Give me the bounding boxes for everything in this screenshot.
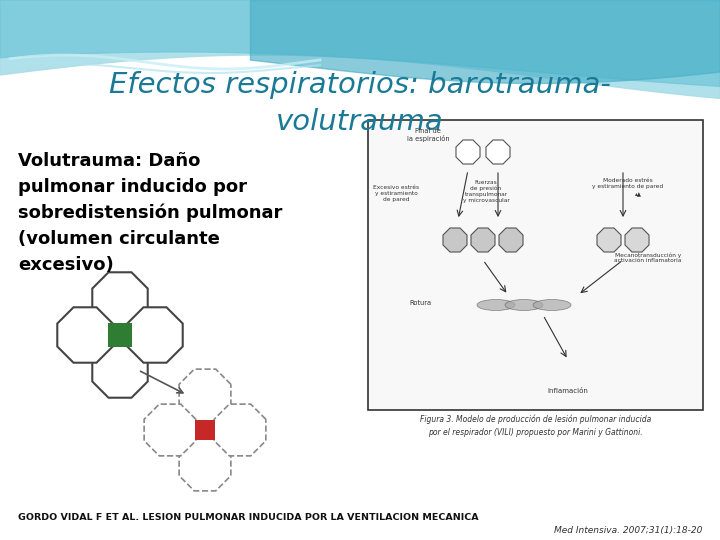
- Text: ▴▲: ▴▲: [634, 192, 642, 197]
- Ellipse shape: [533, 300, 571, 310]
- Text: Efectos respiratorios: barotrauma-: Efectos respiratorios: barotrauma-: [109, 71, 611, 99]
- Polygon shape: [214, 404, 266, 456]
- Text: Moderado estrés
y estiramiento de pared: Moderado estrés y estiramiento de pared: [593, 178, 664, 189]
- Text: Rotura: Rotura: [409, 300, 431, 306]
- Text: Final de
la espiración: Final de la espiración: [407, 128, 449, 142]
- Polygon shape: [92, 272, 148, 328]
- Text: Fuerzas
de presión
transpulmonar
y microvascular: Fuerzas de presión transpulmonar y micro…: [463, 180, 509, 203]
- Text: Mecanotransducción y
activación inflamatoria: Mecanotransducción y activación inflamat…: [614, 252, 682, 264]
- Polygon shape: [471, 228, 495, 252]
- Text: volutrauma: volutrauma: [276, 108, 444, 136]
- Polygon shape: [179, 439, 231, 491]
- Polygon shape: [456, 140, 480, 164]
- Polygon shape: [625, 228, 649, 252]
- Polygon shape: [499, 228, 523, 252]
- Polygon shape: [144, 404, 196, 456]
- Ellipse shape: [505, 300, 543, 310]
- Text: Volutrauma: Daño
pulmonar inducido por
sobredistensión pulmonar
(volumen circula: Volutrauma: Daño pulmonar inducido por s…: [18, 152, 282, 274]
- Polygon shape: [443, 228, 467, 252]
- Polygon shape: [127, 307, 183, 363]
- Polygon shape: [597, 228, 621, 252]
- Polygon shape: [92, 342, 148, 398]
- Text: Med Intensiva. 2007;31(1):18-20: Med Intensiva. 2007;31(1):18-20: [554, 525, 702, 535]
- Text: Inflamación: Inflamación: [548, 388, 588, 394]
- Polygon shape: [179, 369, 231, 421]
- Bar: [195, 420, 215, 440]
- Ellipse shape: [477, 300, 515, 310]
- Polygon shape: [486, 140, 510, 164]
- Bar: [108, 323, 132, 347]
- Bar: [368, 120, 703, 410]
- Text: Excesivo estrés
y estiramiento
de pared: Excesivo estrés y estiramiento de pared: [373, 185, 419, 201]
- Text: GORDO VIDAL F ET AL. LESION PULMONAR INDUCIDA POR LA VENTILACION MECANICA: GORDO VIDAL F ET AL. LESION PULMONAR IND…: [18, 514, 479, 523]
- Polygon shape: [58, 307, 113, 363]
- Text: Figura 3. Modelo de producción de lesión pulmonar inducida
por el respirador (VI: Figura 3. Modelo de producción de lesión…: [420, 415, 651, 437]
